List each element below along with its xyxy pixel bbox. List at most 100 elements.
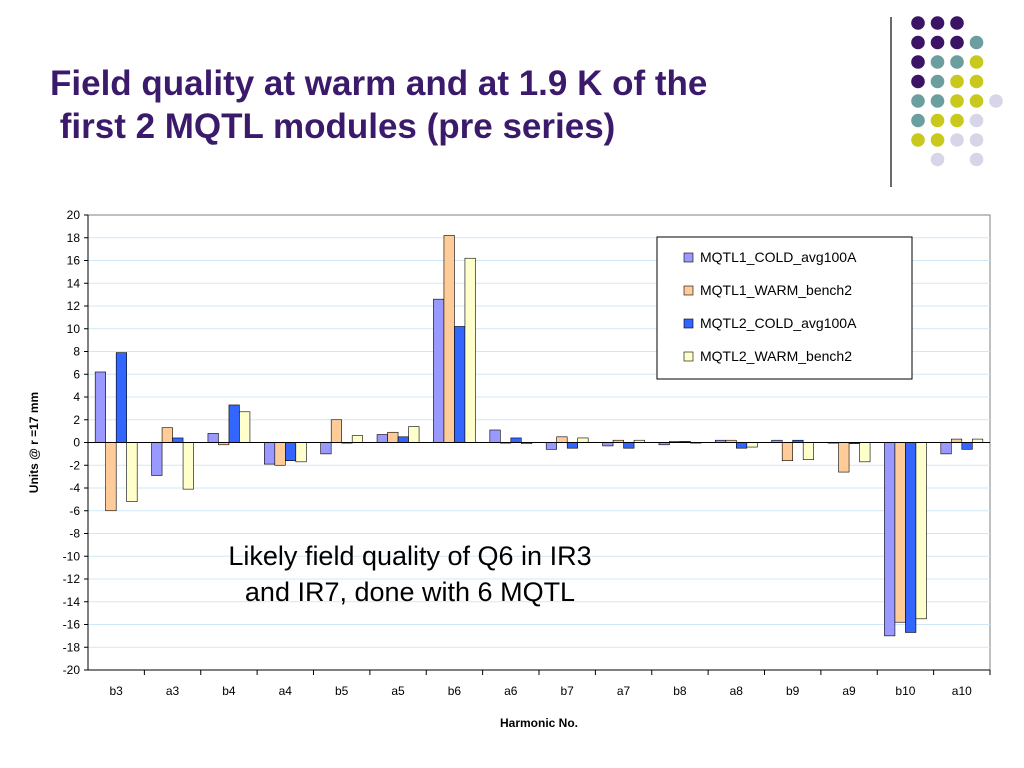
bar-b4-series-3 xyxy=(228,404,240,443)
y-tick-label: -2 xyxy=(69,458,80,472)
bar-b5-series-4 xyxy=(351,435,363,443)
slide-title: Field quality at warm and at 1.9 K of th… xyxy=(50,64,708,146)
y-tick-label: -12 xyxy=(63,572,81,586)
legend-label: MQTL1_COLD_avg100A xyxy=(700,249,857,265)
x-tick-label: b9 xyxy=(786,684,800,698)
decorative-dot xyxy=(930,74,945,89)
bar-a3-series-1 xyxy=(151,442,163,476)
legend-box xyxy=(656,236,913,380)
decorative-dot xyxy=(950,55,964,69)
y-tick-label: -6 xyxy=(69,504,80,518)
y-tick-label: -14 xyxy=(63,595,81,609)
y-axis-title: Units @ r =17 mm xyxy=(27,392,41,493)
bar-b9-series-4 xyxy=(802,442,814,460)
decorative-dot xyxy=(930,55,945,69)
bar-a10-series-4 xyxy=(972,438,984,443)
bar-b7-series-3 xyxy=(566,442,578,449)
y-tick-label: -16 xyxy=(63,618,81,632)
y-tick-label: 2 xyxy=(73,413,80,427)
decorative-dot xyxy=(911,74,925,89)
bar-b4-series-4 xyxy=(239,411,251,443)
y-tick-label: 20 xyxy=(67,208,81,222)
bar-a10-series-1 xyxy=(940,442,952,455)
decorative-dot xyxy=(950,133,964,147)
decorative-dot xyxy=(930,35,945,50)
bar-b6-series-2 xyxy=(443,235,455,443)
bar-b7-series-2 xyxy=(556,436,568,443)
decorative-dot xyxy=(969,113,984,128)
bar-b6-series-4 xyxy=(464,257,476,443)
bar-chart: -20-18-16-14-12-10-8-6-4-202468101214161… xyxy=(27,208,991,730)
x-tick-label: b5 xyxy=(335,684,349,698)
legend-label: MQTL2_WARM_bench2 xyxy=(700,348,852,364)
decorative-dot-grid xyxy=(911,16,1003,167)
bar-a6-series-1 xyxy=(489,429,501,443)
x-tick-label: b6 xyxy=(448,684,462,698)
decorative-dot xyxy=(950,94,964,108)
bar-a4-series-2 xyxy=(274,442,286,466)
x-tick-label: b4 xyxy=(222,684,236,698)
bar-b5-series-2 xyxy=(330,419,342,443)
decorative-dot xyxy=(950,16,964,30)
decorative-dot xyxy=(911,133,925,147)
y-tick-label: -4 xyxy=(69,481,80,495)
bar-a8-series-3 xyxy=(736,442,748,449)
x-tick-label: a8 xyxy=(730,684,744,698)
divider-line xyxy=(890,17,892,187)
y-tick-label: 18 xyxy=(67,231,81,245)
x-tick-label: a9 xyxy=(842,684,856,698)
bar-b10-series-1 xyxy=(884,442,896,637)
decorative-dot xyxy=(950,35,964,50)
decorative-dot xyxy=(930,94,945,108)
y-tick-label: 14 xyxy=(67,276,81,290)
bar-b3-series-1 xyxy=(94,371,106,443)
bar-b5-series-1 xyxy=(320,442,332,455)
bar-a4-series-4 xyxy=(295,442,307,463)
chart-annotation: Likely field quality of Q6 in IR3 and IR… xyxy=(228,541,592,607)
bar-b4-series-1 xyxy=(207,433,219,443)
bar-b6-series-1 xyxy=(433,298,445,443)
y-tick-label: -8 xyxy=(69,527,80,541)
y-tick-label: 4 xyxy=(73,390,80,404)
legend-label: MQTL2_COLD_avg100A xyxy=(700,315,857,331)
decorative-dot xyxy=(969,133,984,147)
x-axis-title: Harmonic No. xyxy=(500,716,578,730)
bar-b3-series-2 xyxy=(105,442,117,512)
bar-a7-series-3 xyxy=(623,442,635,449)
bar-b10-series-2 xyxy=(894,442,906,623)
bar-a5-series-2 xyxy=(387,431,399,443)
decorative-dot xyxy=(969,152,984,167)
bar-b3-series-3 xyxy=(115,352,127,443)
y-tick-label: -18 xyxy=(63,640,81,654)
decorative-dot xyxy=(911,35,925,50)
legend-swatch xyxy=(683,318,694,329)
legend-swatch xyxy=(683,285,694,296)
bar-a3-series-2 xyxy=(161,427,173,443)
y-tick-label: 8 xyxy=(73,345,80,359)
bar-b7-series-4 xyxy=(577,437,589,443)
x-tick-label: a5 xyxy=(391,684,405,698)
bar-b6-series-3 xyxy=(454,326,466,443)
decorative-dot xyxy=(969,94,984,108)
y-tick-label: 0 xyxy=(73,436,80,450)
y-tick-label: 16 xyxy=(67,254,81,268)
x-tick-label: a10 xyxy=(952,684,972,698)
y-tick-label: -10 xyxy=(63,549,81,563)
decorative-dot xyxy=(911,16,925,30)
y-tick-label: -20 xyxy=(63,663,81,677)
decorative-dot xyxy=(969,55,984,69)
x-tick-label: a3 xyxy=(166,684,180,698)
decorative-dot xyxy=(911,94,925,108)
decorative-dot xyxy=(911,113,925,128)
x-tick-label: b7 xyxy=(561,684,575,698)
y-tick-label: 12 xyxy=(67,299,81,313)
bar-a9-series-2 xyxy=(838,442,850,473)
bar-b3-series-4 xyxy=(126,442,138,502)
bar-a3-series-3 xyxy=(172,437,184,443)
decorative-dot xyxy=(930,16,945,30)
x-tick-label: b3 xyxy=(110,684,124,698)
bar-a8-series-4 xyxy=(746,442,758,448)
decorative-dot xyxy=(969,74,984,89)
legend-swatch xyxy=(683,252,694,263)
bar-a10-series-2 xyxy=(951,438,963,443)
